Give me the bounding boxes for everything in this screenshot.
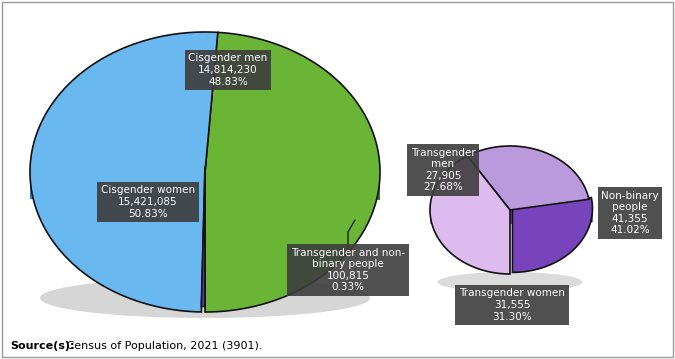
Polygon shape xyxy=(205,172,380,200)
Text: Transgender and non-
binary people
100,815
0.33%: Transgender and non- binary people 100,8… xyxy=(291,248,405,292)
Polygon shape xyxy=(201,167,205,306)
Polygon shape xyxy=(512,197,593,272)
Polygon shape xyxy=(430,156,467,223)
Polygon shape xyxy=(467,156,510,224)
Polygon shape xyxy=(467,156,510,224)
Polygon shape xyxy=(30,32,218,199)
Polygon shape xyxy=(205,32,380,312)
Polygon shape xyxy=(218,32,380,200)
Text: Cisgender women
15,421,085
50.83%: Cisgender women 15,421,085 50.83% xyxy=(101,185,195,219)
Polygon shape xyxy=(30,60,218,200)
Text: Transgender
men
27,905
27.68%: Transgender men 27,905 27.68% xyxy=(410,148,475,192)
Text: Census of Population, 2021 (3901).: Census of Population, 2021 (3901). xyxy=(63,341,263,351)
Text: Non-binary
people
41,355
41.02%: Non-binary people 41,355 41.02% xyxy=(601,191,659,236)
Polygon shape xyxy=(30,171,205,200)
Polygon shape xyxy=(512,211,593,222)
Polygon shape xyxy=(467,146,589,213)
Text: Cisgender men
14,814,230
48.83%: Cisgender men 14,814,230 48.83% xyxy=(188,53,267,87)
Polygon shape xyxy=(510,199,589,224)
Polygon shape xyxy=(512,208,593,222)
Polygon shape xyxy=(30,32,218,312)
Text: Transgender women
31,555
31.30%: Transgender women 31,555 31.30% xyxy=(459,288,565,322)
Ellipse shape xyxy=(40,278,370,318)
Polygon shape xyxy=(205,32,218,200)
Text: Source(s):: Source(s): xyxy=(10,341,74,351)
Polygon shape xyxy=(430,170,510,224)
Polygon shape xyxy=(591,197,593,222)
Ellipse shape xyxy=(437,272,583,292)
Polygon shape xyxy=(205,60,380,200)
Polygon shape xyxy=(430,209,510,224)
Polygon shape xyxy=(512,197,591,222)
Polygon shape xyxy=(430,156,510,274)
Polygon shape xyxy=(467,146,589,210)
Polygon shape xyxy=(205,32,218,200)
Polygon shape xyxy=(467,160,589,224)
